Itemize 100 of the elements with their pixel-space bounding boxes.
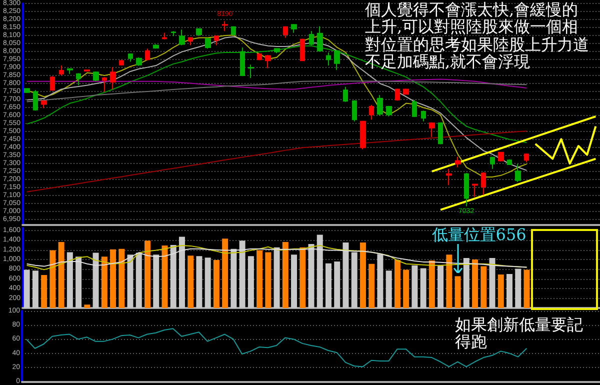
candlestick bbox=[507, 158, 512, 166]
bar bbox=[204, 258, 211, 308]
candlestick bbox=[136, 56, 142, 66]
candlestick bbox=[309, 30, 314, 46]
bar bbox=[300, 247, 306, 308]
candlestick bbox=[429, 122, 435, 138]
bar bbox=[118, 248, 125, 308]
line-series bbox=[26, 80, 528, 102]
candlestick bbox=[59, 65, 64, 76]
candlestick bbox=[291, 23, 297, 34]
bar bbox=[265, 252, 272, 308]
candlestick bbox=[145, 48, 150, 61]
candlestick bbox=[257, 52, 262, 61]
candlestick bbox=[403, 88, 409, 96]
candlestick bbox=[205, 37, 211, 50]
bar bbox=[188, 256, 194, 308]
candlestick bbox=[240, 46, 245, 77]
bar bbox=[438, 265, 444, 308]
bar bbox=[213, 260, 220, 308]
candlestick bbox=[317, 26, 323, 52]
bar bbox=[239, 240, 246, 308]
candlestick bbox=[248, 64, 254, 79]
bar bbox=[420, 268, 426, 308]
bar bbox=[274, 247, 280, 308]
candlestick bbox=[343, 86, 348, 102]
candlestick bbox=[50, 76, 55, 92]
bar bbox=[403, 270, 410, 308]
candlestick bbox=[369, 104, 374, 120]
bar bbox=[178, 236, 185, 308]
candlestick bbox=[515, 163, 521, 182]
candlestick bbox=[490, 156, 495, 170]
candlestick bbox=[498, 151, 504, 162]
candlestick bbox=[214, 34, 219, 46]
candlestick bbox=[455, 156, 461, 168]
bar bbox=[66, 252, 73, 308]
candlestick bbox=[326, 52, 331, 66]
candlestick bbox=[412, 99, 417, 118]
bar bbox=[41, 275, 48, 308]
candlestick bbox=[33, 90, 38, 112]
bar bbox=[136, 252, 142, 308]
bar bbox=[360, 242, 366, 308]
bar bbox=[76, 256, 82, 308]
bar bbox=[50, 250, 56, 308]
bar bbox=[230, 248, 237, 308]
bar bbox=[472, 260, 478, 308]
bar bbox=[84, 304, 90, 308]
bar bbox=[342, 242, 349, 308]
bar bbox=[377, 254, 384, 308]
bar bbox=[222, 238, 228, 308]
candlestick bbox=[524, 153, 529, 163]
candlestick bbox=[128, 52, 133, 62]
candlestick bbox=[41, 100, 47, 109]
line-series bbox=[26, 130, 528, 192]
candlestick bbox=[481, 172, 486, 196]
bar bbox=[506, 274, 512, 308]
candlestick bbox=[421, 110, 426, 122]
candlestick bbox=[352, 100, 357, 122]
candlestick bbox=[334, 49, 340, 70]
candlestick bbox=[102, 76, 107, 92]
candlestick bbox=[438, 122, 443, 145]
candlestick bbox=[300, 38, 305, 62]
bar bbox=[282, 242, 288, 308]
candlestick bbox=[472, 183, 478, 198]
candlestick bbox=[446, 168, 452, 186]
bar bbox=[334, 261, 340, 308]
candlestick bbox=[265, 54, 271, 69]
candlestick bbox=[84, 69, 90, 72]
bar bbox=[162, 245, 168, 308]
bar bbox=[325, 263, 332, 308]
bar bbox=[454, 276, 461, 308]
bar bbox=[58, 242, 64, 308]
bar bbox=[170, 244, 176, 308]
bar bbox=[428, 260, 435, 308]
candlestick bbox=[162, 32, 167, 40]
bar bbox=[463, 258, 470, 308]
candlestick bbox=[231, 26, 236, 36]
bar bbox=[110, 249, 116, 308]
bar bbox=[316, 234, 323, 308]
bar bbox=[32, 270, 38, 308]
candlestick bbox=[171, 30, 176, 37]
bar bbox=[446, 254, 452, 308]
candlestick bbox=[377, 94, 383, 116]
candlestick bbox=[274, 48, 280, 54]
candlestick bbox=[395, 88, 400, 102]
bar bbox=[256, 250, 263, 308]
candlestick bbox=[360, 120, 366, 150]
candlestick bbox=[153, 44, 159, 50]
candlestick bbox=[283, 26, 288, 38]
candlestick bbox=[196, 28, 202, 37]
candlestick bbox=[119, 59, 124, 66]
annotation: 如果創新低量要記得跑 bbox=[455, 315, 584, 352]
bar bbox=[368, 264, 375, 308]
bar bbox=[524, 270, 530, 308]
bar bbox=[351, 252, 358, 308]
bar bbox=[153, 254, 160, 308]
bar bbox=[412, 265, 418, 308]
candlestick bbox=[386, 105, 392, 117]
candlestick bbox=[93, 70, 99, 82]
line-series bbox=[26, 78, 528, 90]
bar bbox=[291, 254, 298, 308]
